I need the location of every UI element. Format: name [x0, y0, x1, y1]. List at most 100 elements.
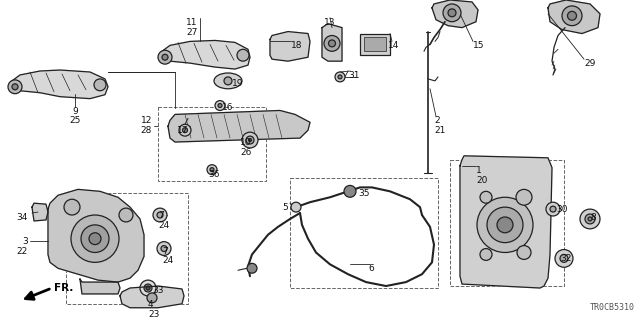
Bar — [66, 193, 188, 304]
Circle shape — [588, 217, 592, 221]
Circle shape — [64, 199, 80, 215]
Circle shape — [140, 280, 156, 296]
Text: 34: 34 — [17, 213, 28, 222]
Text: 4: 4 — [148, 300, 154, 309]
Circle shape — [81, 225, 109, 252]
Text: 17: 17 — [177, 126, 188, 135]
Circle shape — [207, 165, 217, 175]
Circle shape — [144, 284, 152, 292]
Text: 8: 8 — [590, 213, 596, 222]
Polygon shape — [168, 110, 310, 142]
Text: 3: 3 — [22, 237, 28, 246]
Circle shape — [218, 104, 222, 108]
Circle shape — [497, 217, 513, 233]
Text: 12: 12 — [141, 116, 152, 125]
Circle shape — [162, 54, 168, 60]
Circle shape — [247, 263, 257, 273]
Circle shape — [237, 49, 249, 61]
Polygon shape — [120, 286, 184, 308]
Polygon shape — [270, 32, 310, 61]
Circle shape — [555, 250, 573, 267]
Polygon shape — [80, 279, 120, 294]
Circle shape — [448, 9, 456, 17]
Circle shape — [71, 215, 119, 262]
Text: 15: 15 — [473, 41, 484, 51]
Polygon shape — [322, 24, 342, 61]
Text: 36: 36 — [208, 170, 220, 179]
Circle shape — [12, 84, 18, 90]
Circle shape — [224, 77, 232, 85]
Text: 25: 25 — [69, 116, 81, 125]
Text: 32: 32 — [560, 254, 572, 263]
Circle shape — [562, 6, 582, 26]
Circle shape — [8, 80, 22, 94]
Circle shape — [248, 139, 252, 141]
Circle shape — [580, 209, 600, 229]
Text: 7: 7 — [158, 211, 164, 220]
Circle shape — [94, 79, 106, 91]
Circle shape — [324, 36, 340, 51]
Circle shape — [480, 249, 492, 260]
Text: TR0CB5310: TR0CB5310 — [590, 303, 635, 312]
Bar — [364, 37, 386, 51]
Text: 16: 16 — [222, 103, 234, 112]
Circle shape — [158, 50, 172, 64]
Bar — [450, 160, 564, 286]
Circle shape — [585, 214, 595, 224]
Circle shape — [516, 189, 532, 205]
Circle shape — [246, 136, 254, 144]
Polygon shape — [432, 0, 478, 28]
Circle shape — [179, 124, 191, 136]
Text: 28: 28 — [141, 126, 152, 135]
Circle shape — [215, 100, 225, 110]
Text: 19: 19 — [232, 79, 243, 88]
Text: FR.: FR. — [54, 283, 74, 293]
Text: 35: 35 — [358, 189, 369, 198]
Bar — [290, 178, 438, 288]
Polygon shape — [548, 0, 600, 34]
Text: 30: 30 — [556, 205, 568, 214]
Circle shape — [157, 212, 163, 218]
Text: 1: 1 — [476, 166, 482, 175]
Bar — [158, 107, 266, 181]
Circle shape — [568, 11, 577, 20]
Circle shape — [182, 128, 188, 133]
Text: 7: 7 — [162, 247, 168, 256]
Circle shape — [147, 293, 157, 303]
Bar — [360, 34, 390, 55]
Text: 11: 11 — [186, 18, 198, 27]
Circle shape — [328, 40, 335, 47]
Polygon shape — [48, 189, 144, 282]
Text: 9: 9 — [72, 107, 78, 116]
Circle shape — [335, 72, 345, 82]
Text: 27: 27 — [186, 28, 198, 36]
Circle shape — [338, 75, 342, 79]
Circle shape — [477, 197, 533, 252]
Text: 2: 2 — [434, 116, 440, 125]
Text: 13: 13 — [324, 18, 336, 27]
Circle shape — [146, 286, 150, 290]
Circle shape — [546, 202, 560, 216]
Text: 20: 20 — [476, 176, 488, 185]
Polygon shape — [160, 40, 250, 69]
Circle shape — [344, 185, 356, 197]
Text: 5: 5 — [282, 203, 288, 212]
Circle shape — [480, 191, 492, 203]
Text: 14: 14 — [388, 41, 399, 51]
Text: 10: 10 — [240, 138, 252, 147]
Text: 26: 26 — [240, 148, 252, 157]
Circle shape — [443, 4, 461, 22]
Circle shape — [89, 233, 101, 244]
Circle shape — [210, 168, 214, 172]
Text: 22: 22 — [17, 247, 28, 256]
Circle shape — [157, 242, 171, 255]
Polygon shape — [32, 203, 48, 221]
Ellipse shape — [214, 73, 242, 89]
Circle shape — [517, 245, 531, 260]
Text: 18: 18 — [291, 41, 303, 51]
Circle shape — [550, 206, 556, 212]
Text: 33: 33 — [152, 286, 163, 295]
Text: 6: 6 — [368, 264, 374, 273]
Circle shape — [119, 208, 133, 222]
Text: 21: 21 — [434, 126, 445, 135]
